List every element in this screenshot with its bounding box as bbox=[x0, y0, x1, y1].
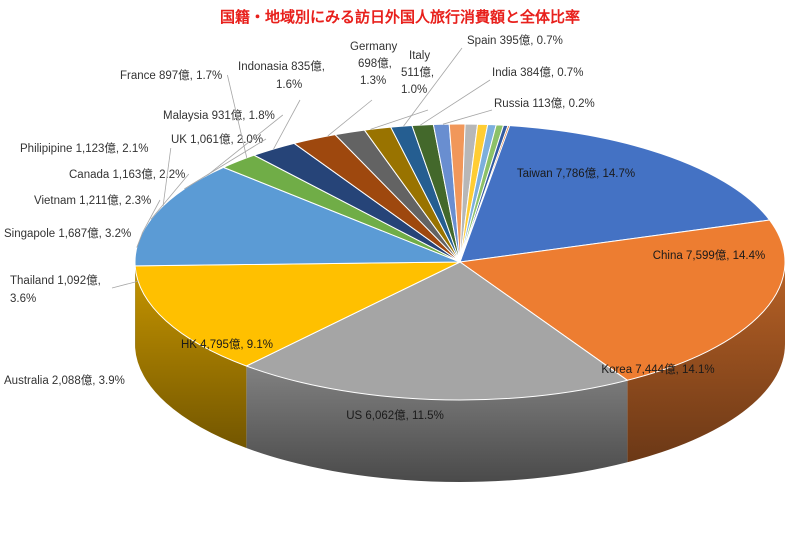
chart-title: 国籍・地域別にみる訪日外国人旅行消費額と全体比率 bbox=[219, 8, 580, 26]
leader-line-italy bbox=[370, 109, 429, 130]
data-label-india: India 384億, 0.7% bbox=[492, 66, 583, 79]
leader-line-russia bbox=[442, 109, 493, 125]
data-label-italy: Italy 511億, 1.0% bbox=[401, 50, 434, 96]
leader-line-india bbox=[420, 79, 491, 126]
data-label-australia: Australia 2,088億, 3.9% bbox=[4, 374, 125, 387]
data-label-france: France 897億, 1.7% bbox=[120, 69, 222, 82]
data-label-canada: Canada 1,163億, 2.2% bbox=[69, 168, 185, 181]
leader-line-singapole bbox=[136, 232, 143, 248]
data-label-korea: Korea 7,444億, 14.1% bbox=[601, 363, 714, 376]
data-label-us: US 6,062億, 11.5% bbox=[346, 409, 444, 422]
data-label-russia: Russia 113億, 0.2% bbox=[494, 97, 595, 110]
data-label-indonasia: Indonasia 835億, 1.6% bbox=[238, 60, 325, 91]
slice-china bbox=[459, 219, 786, 381]
leader-line-uk bbox=[184, 138, 267, 190]
data-label-philipipine: Philipipine 1,123億, 2.1% bbox=[20, 142, 149, 155]
data-label-singapole: Singapole 1,687億, 3.2% bbox=[4, 227, 131, 240]
data-label-germany: Germany 698億, 1.3% bbox=[350, 41, 398, 87]
slice-side-china bbox=[627, 262, 785, 463]
leader-line-vietnam bbox=[141, 199, 161, 234]
slice-us bbox=[134, 261, 461, 367]
data-label-china: China 7,599億, 14.4% bbox=[653, 249, 766, 262]
slice-side-korea bbox=[246, 365, 628, 482]
slice-korea bbox=[245, 261, 628, 401]
data-label-uk: UK 1,061億, 2.0% bbox=[171, 133, 263, 146]
leader-line-spain bbox=[403, 47, 463, 127]
data-label-thailand: Thailand 1,092億, 3.6% bbox=[10, 274, 101, 305]
leader-line-thailand bbox=[111, 280, 139, 289]
slice-side-us bbox=[135, 265, 247, 448]
leader-line-germany bbox=[327, 99, 373, 137]
leader-line-malaysia bbox=[207, 114, 284, 176]
leader-line-france bbox=[227, 74, 248, 158]
leader-line-philipipine bbox=[162, 147, 172, 206]
data-label-taiwan: Taiwan 7,786億, 14.7% bbox=[517, 167, 635, 180]
data-label-malaysia: Malaysia 931億, 1.8% bbox=[163, 109, 275, 122]
data-label-hk: HK 4,795億, 9.1% bbox=[181, 338, 273, 351]
leader-line-indonasia bbox=[273, 99, 301, 150]
data-label-vietnam: Vietnam 1,211億, 2.3% bbox=[34, 194, 151, 207]
slice-russia bbox=[459, 125, 511, 263]
leader-line-canada bbox=[150, 173, 190, 220]
data-label-spain: Spain 395億, 0.7% bbox=[467, 34, 563, 47]
